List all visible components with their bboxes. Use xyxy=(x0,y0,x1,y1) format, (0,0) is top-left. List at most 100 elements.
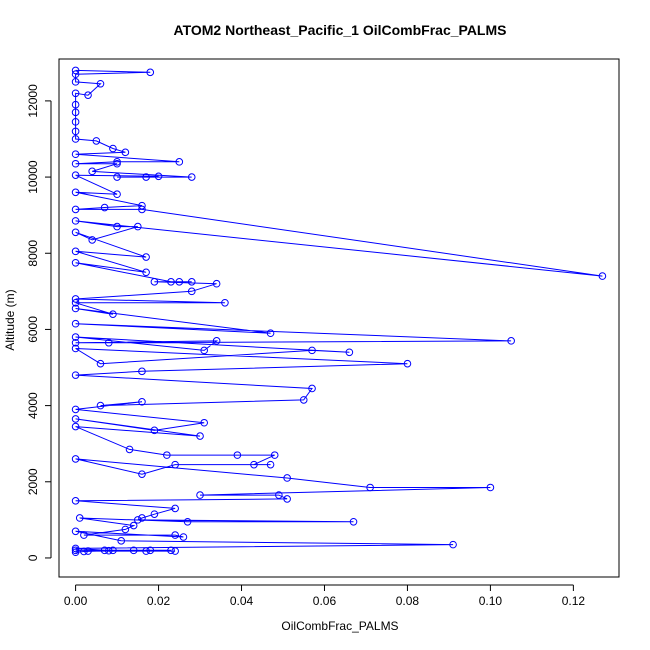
data-point xyxy=(349,517,358,526)
data-point xyxy=(187,287,196,296)
data-point xyxy=(179,533,188,541)
data-point xyxy=(80,547,88,556)
data-point xyxy=(308,384,316,393)
data-point xyxy=(150,278,159,286)
data-point xyxy=(138,470,146,478)
data-point xyxy=(100,546,109,555)
data-point xyxy=(187,173,196,181)
data-point xyxy=(88,167,96,176)
data-point xyxy=(113,158,121,166)
data-point xyxy=(71,544,80,553)
data-point xyxy=(146,546,155,555)
x-axis: 0.00 0.02 0.04 0.06 0.08 0.10 0.12 xyxy=(64,584,586,608)
data-point xyxy=(80,531,88,539)
data-point xyxy=(71,118,80,126)
data-point xyxy=(171,547,179,555)
data-point xyxy=(138,514,146,522)
data-point xyxy=(403,359,412,368)
data-point xyxy=(71,159,80,168)
data-point xyxy=(486,483,495,492)
data-point xyxy=(142,547,150,555)
data-point xyxy=(150,426,159,435)
data-point xyxy=(92,137,101,145)
data-point xyxy=(175,158,184,166)
data-point xyxy=(250,460,258,469)
data-point xyxy=(71,344,80,353)
data-point xyxy=(154,172,163,181)
data-point xyxy=(183,517,192,526)
data-point xyxy=(113,173,121,181)
data-point xyxy=(200,418,208,427)
data-point xyxy=(71,100,80,109)
y-tick-label: 4000 xyxy=(26,392,40,419)
data-point xyxy=(138,367,146,376)
data-point xyxy=(598,272,607,280)
x-tick-label: 0.10 xyxy=(479,594,503,608)
y-tick-label: 6000 xyxy=(26,316,40,343)
chart-title: ATOM2 Northeast_Pacific_1 OilCombFrac_PA… xyxy=(174,22,507,38)
data-point xyxy=(71,333,80,341)
data-point xyxy=(266,460,275,469)
data-point xyxy=(71,89,80,98)
data-point xyxy=(71,527,80,536)
data-point xyxy=(142,253,150,261)
data-point xyxy=(134,222,142,231)
data-point xyxy=(71,228,80,237)
data-point xyxy=(71,422,80,431)
data-point xyxy=(71,497,80,505)
data-point xyxy=(71,304,80,313)
data-point xyxy=(104,338,113,347)
data-point xyxy=(113,190,121,199)
data-point xyxy=(266,329,275,338)
data-point xyxy=(212,279,221,288)
data-point xyxy=(71,150,80,159)
data-point xyxy=(163,451,171,459)
data-point xyxy=(96,401,105,410)
data-point xyxy=(171,460,179,469)
x-tick-label: 0.08 xyxy=(396,594,420,608)
y-tick-label: 0 xyxy=(26,554,40,561)
data-point xyxy=(308,346,316,355)
x-tick-label: 0.00 xyxy=(64,594,88,608)
plot-frame xyxy=(58,58,620,578)
data-point xyxy=(117,537,126,545)
x-tick-label: 0.04 xyxy=(230,594,254,608)
data-point xyxy=(71,548,80,557)
data-point xyxy=(88,236,96,244)
data-point xyxy=(138,205,146,214)
data-point xyxy=(71,371,80,379)
data-point xyxy=(196,491,204,499)
data-point xyxy=(146,68,155,77)
data-point xyxy=(138,397,146,406)
data-point xyxy=(449,540,457,549)
data-point xyxy=(109,144,117,153)
data-point xyxy=(71,455,80,463)
x-tick-label: 0.02 xyxy=(147,594,171,608)
data-point xyxy=(71,405,80,414)
data-point xyxy=(175,278,184,286)
data-point xyxy=(270,451,279,459)
data-point xyxy=(233,451,242,459)
data-point xyxy=(507,337,515,345)
data-point xyxy=(200,346,208,355)
data-point xyxy=(100,203,109,212)
data-point xyxy=(221,298,229,307)
y-axis-label: Altitude (m) xyxy=(3,289,17,350)
y-tick-label: 2000 xyxy=(26,468,40,495)
data-point xyxy=(109,310,117,318)
x-axis-label: OilCombFrac_PALMS xyxy=(281,619,398,633)
data-point xyxy=(196,432,204,440)
data-point xyxy=(71,258,80,267)
y-axis: 0 2000 4000 6000 8000 10000 12000 xyxy=(26,84,52,561)
data-point xyxy=(171,504,179,513)
data-point xyxy=(71,135,80,143)
data-point xyxy=(121,148,130,157)
data-point xyxy=(134,516,142,524)
x-tick-label: 0.12 xyxy=(562,594,586,608)
y-tick-label: 8000 xyxy=(26,240,40,267)
data-point xyxy=(71,78,80,86)
data-point xyxy=(150,510,159,518)
data-point xyxy=(104,546,113,555)
data-point xyxy=(275,491,283,499)
data-point xyxy=(71,171,80,179)
